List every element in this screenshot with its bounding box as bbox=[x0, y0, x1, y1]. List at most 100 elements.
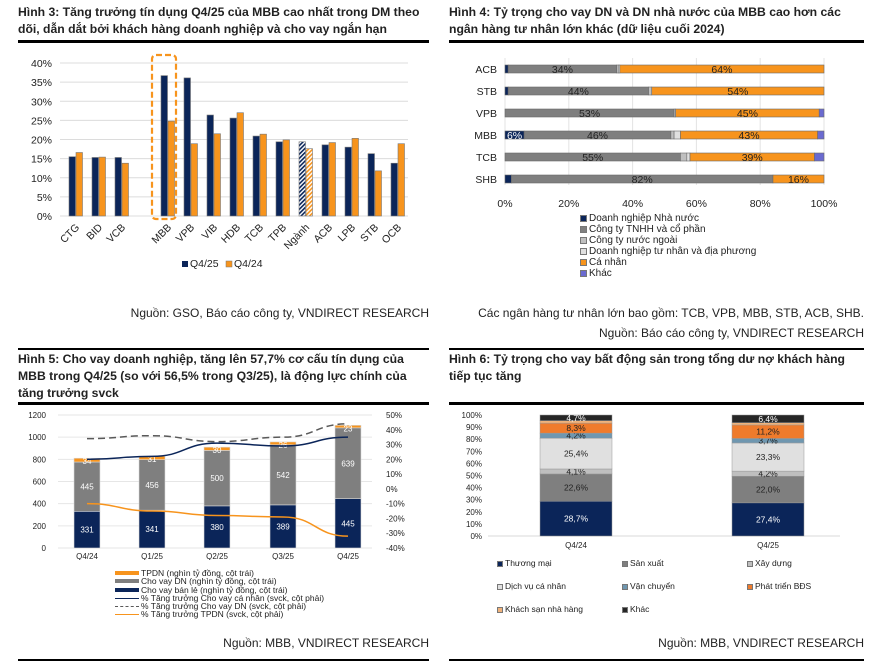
legend-item: Thương mại bbox=[497, 558, 622, 569]
legend-label: Công ty TNHH và cổ phần bbox=[589, 224, 706, 235]
y-tick-label: VPB bbox=[476, 108, 497, 120]
legend-label-q4-24: Q4/24 bbox=[234, 258, 263, 270]
x-tick-label: 80% bbox=[750, 198, 771, 210]
y-tick-label: 10% bbox=[466, 520, 482, 529]
fig3-chart: 0% 5% 10% 15% 20% 25% 30% 35% 40% CTG BID VCB MBB VPB… bbox=[31, 53, 408, 270]
x-tick-label: Q4/24 bbox=[76, 552, 98, 560]
legend-swatch bbox=[580, 270, 587, 277]
bar-segment-Q1/25-1 bbox=[138, 459, 166, 511]
y-right-tick-label: 50% bbox=[386, 411, 402, 420]
data-label: 6% bbox=[507, 130, 522, 142]
fig4-legend: Doanh nghiệp Nhà nước Công ty TNHH và cổ … bbox=[580, 213, 756, 279]
bar-q4-25-OCB bbox=[390, 162, 398, 217]
y-left-tick-label: 400 bbox=[33, 500, 47, 509]
x-tick-label: Q3/25 bbox=[272, 552, 294, 560]
data-label: 45% bbox=[737, 108, 758, 120]
legend-swatch bbox=[497, 560, 503, 567]
data-label: 23 bbox=[344, 424, 353, 433]
fig4-chart: 0% 20% 40% 60% 80% 100% ACB 34% 64% STB 44% 54% VPB 5… bbox=[474, 58, 838, 210]
y-left-tick-label: 1000 bbox=[28, 433, 46, 442]
y-left-tick-label: 1200 bbox=[28, 411, 46, 420]
bar-q4-24-Ngành bbox=[305, 148, 313, 217]
bar-segment-Q4/25-0 bbox=[731, 502, 805, 537]
bar-segment-MBB-3 bbox=[673, 130, 681, 140]
bar-segment-SHB-0 bbox=[504, 174, 512, 184]
data-label: 82% bbox=[632, 174, 653, 186]
y-right-tick-label: 0% bbox=[386, 485, 398, 494]
fig3-source: Nguồn: GSO, Báo cáo công ty, VNDIRECT RE… bbox=[130, 306, 429, 320]
y-left-tick-label: 800 bbox=[33, 455, 47, 464]
bar-q4-24-CTG bbox=[75, 152, 83, 217]
legend-swatch bbox=[622, 606, 628, 613]
y-tick-label: 5% bbox=[37, 192, 52, 204]
bar-segment-Q4/24-2 bbox=[73, 457, 101, 463]
y-right-tick-label: -10% bbox=[386, 500, 405, 509]
data-label: 380 bbox=[210, 523, 224, 532]
fig3-title-rule bbox=[18, 40, 429, 43]
legend-item: Xây dựng bbox=[747, 558, 857, 569]
y-right-tick-label: -20% bbox=[386, 514, 405, 523]
data-label: 500 bbox=[210, 474, 224, 483]
legend-swatch bbox=[622, 583, 628, 590]
bar-segment-Q2/25-1 bbox=[203, 450, 231, 507]
bar-segment-Q3/25-1 bbox=[269, 444, 297, 506]
legend-swatch bbox=[115, 597, 139, 599]
x-tick-label: MBB bbox=[150, 222, 175, 247]
y-tick-label: SHB bbox=[475, 174, 497, 186]
x-tick-label: VPB bbox=[174, 222, 197, 245]
data-label: 4,1% bbox=[566, 466, 586, 476]
data-label: 23,3% bbox=[756, 452, 781, 462]
bar-segment-STB-0 bbox=[504, 86, 509, 96]
legend-item: Công ty TNHH và cổ phần bbox=[580, 224, 756, 235]
data-label: 6,4% bbox=[758, 414, 778, 424]
data-label: 44% bbox=[568, 86, 589, 98]
legend-item: Phát triển BĐS bbox=[747, 581, 857, 592]
bar-segment-Q3/25-0 bbox=[269, 504, 297, 549]
data-label: 27,4% bbox=[756, 514, 781, 524]
fig6-chart: 0% 10% 20% 30% 40% 50% 60% 70% 80% 90% 100% 28,7% 22… bbox=[462, 411, 840, 550]
bar-segment-Q4/24-1 bbox=[73, 461, 101, 512]
bar-q4-24-ACB bbox=[328, 142, 336, 217]
bar-segment-TCB-2 bbox=[680, 152, 688, 162]
x-tick-label: STB bbox=[358, 222, 381, 245]
bar-q4-25-HDB bbox=[229, 117, 237, 217]
bar-segment-STB-2 bbox=[648, 86, 653, 96]
bar-q4-25-STB bbox=[367, 153, 375, 217]
x-tick-label: 100% bbox=[811, 198, 838, 210]
y-tick-label: 10% bbox=[31, 173, 52, 185]
y-tick-label: 30% bbox=[31, 96, 52, 108]
y-right-tick-label: -30% bbox=[386, 529, 405, 538]
legend-label: Doanh nghiệp tư nhân và địa phương bbox=[589, 246, 757, 257]
x-tick-label: LPB bbox=[336, 222, 359, 245]
bar-segment-ACB-0 bbox=[504, 64, 509, 74]
legend-swatch bbox=[497, 606, 503, 613]
y-tick-label: 70% bbox=[466, 447, 482, 456]
data-label: 3,7% bbox=[758, 436, 778, 446]
y-left-tick-label: 600 bbox=[33, 478, 47, 487]
x-tick-label: VCB bbox=[104, 222, 128, 246]
y-tick-label: ACB bbox=[475, 64, 497, 76]
legend-item: Khác bbox=[622, 604, 747, 615]
legend-item: Cho vay bán lẻ (nghìn tỷ đồng, cột trái) bbox=[115, 585, 324, 594]
bar-q4-25-MBB bbox=[160, 75, 168, 217]
legend-item: Doanh nghiệp Nhà nước bbox=[580, 213, 756, 224]
data-label: 445 bbox=[341, 519, 355, 528]
fig5-chart: 0 200 400 600 800 1000 1200 -40% -30% -20% -10% 0% 1… bbox=[28, 411, 405, 560]
y-tick-label: 80% bbox=[466, 435, 482, 444]
legend-label: % Tăng trưởng Cho vay DN (svck, cột phải… bbox=[141, 601, 307, 612]
data-label: 34% bbox=[552, 64, 573, 76]
fig5-bottom-rule bbox=[18, 659, 429, 661]
data-label: 46% bbox=[587, 130, 608, 142]
fig4-title-rule bbox=[449, 40, 864, 43]
bar-q4-25-CTG bbox=[68, 156, 76, 217]
legend-item: Doanh nghiệp tư nhân và địa phương bbox=[580, 246, 756, 257]
x-tick-label: Q2/25 bbox=[206, 552, 228, 560]
legend-swatch bbox=[115, 587, 139, 592]
bar-q4-24-BID bbox=[98, 156, 106, 217]
fig6-title: Hình 6: Tỷ trọng cho vay bất động sản tr… bbox=[449, 352, 845, 383]
bar-segment-Q4/24-0 bbox=[539, 501, 613, 537]
y-tick-label: STB bbox=[477, 86, 497, 98]
y-tick-label: MBB bbox=[474, 130, 497, 142]
y-tick-label: 35% bbox=[31, 77, 52, 89]
bar-q4-24-STB bbox=[374, 170, 382, 217]
